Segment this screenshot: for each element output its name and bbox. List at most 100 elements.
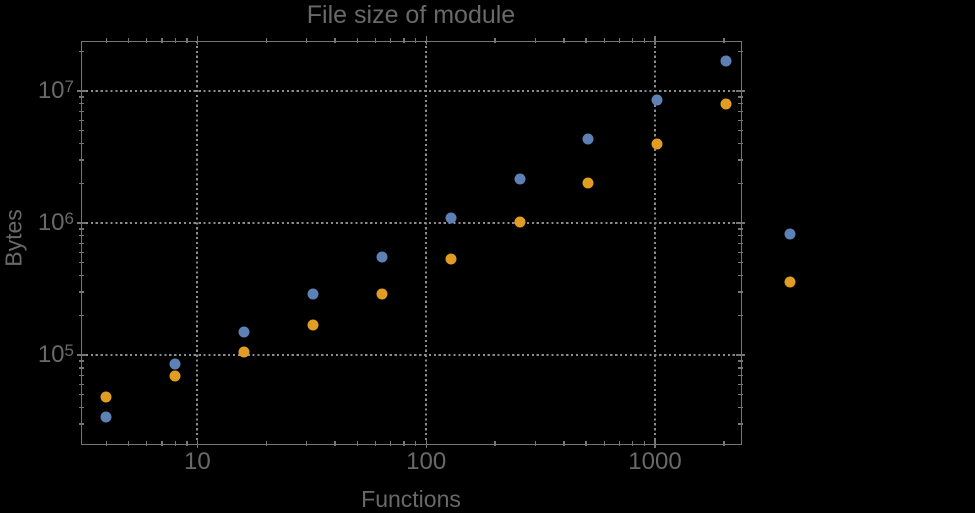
- data-point-orange-series: [582, 177, 594, 189]
- data-point-blue-series: [169, 358, 181, 370]
- y-tick-mark: [78, 251, 84, 253]
- y-tick-mark: [78, 274, 84, 277]
- x-tick-mark: [305, 38, 308, 44]
- x-tick-mark: [618, 440, 621, 446]
- x-tick-mark: [334, 440, 336, 446]
- x-tick-mark: [534, 38, 536, 44]
- y-tick-mark: [737, 274, 743, 277]
- y-tick-mark: [737, 96, 743, 98]
- x-tick-mark: [618, 38, 621, 44]
- y-tick-mark: [78, 96, 84, 98]
- data-point-orange-series: [784, 276, 796, 288]
- y-tick-mark: [737, 119, 743, 121]
- data-point-blue-series: [100, 411, 112, 423]
- x-tick-mark: [196, 438, 199, 448]
- x-tick-mark: [415, 440, 417, 446]
- y-tick-mark: [737, 394, 743, 396]
- data-point-blue-series: [238, 326, 250, 338]
- y-tick-mark: [737, 314, 743, 316]
- y-tick-mark: [78, 406, 84, 409]
- x-tick-mark: [603, 440, 605, 446]
- y-tick-mark: [78, 374, 84, 377]
- y-tick-mark: [737, 367, 743, 369]
- data-point-orange-series: [169, 370, 181, 381]
- y-tick-mark: [737, 130, 743, 132]
- x-tick-mark: [196, 36, 199, 46]
- y-tick-label: 105: [37, 341, 74, 369]
- data-point-blue-series: [784, 228, 796, 240]
- y-tick-mark: [737, 251, 743, 253]
- x-tick-mark: [105, 38, 107, 44]
- y-tick-mark: [78, 159, 84, 161]
- data-point-orange-series: [720, 98, 732, 110]
- data-point-blue-series: [582, 133, 594, 145]
- y-tick-mark: [737, 291, 743, 293]
- data-point-blue-series: [307, 288, 319, 300]
- x-tick-mark: [161, 38, 163, 44]
- x-tick-mark: [723, 440, 725, 446]
- x-tick-mark: [186, 38, 188, 44]
- data-point-blue-series: [376, 251, 388, 263]
- y-tick-mark: [78, 367, 84, 369]
- data-point-orange-series: [307, 319, 319, 331]
- y-tick-mark: [737, 423, 743, 425]
- x-tick-mark: [403, 440, 405, 446]
- y-tick-mark: [76, 354, 86, 356]
- data-point-orange-series: [445, 253, 457, 265]
- y-tick-mark: [78, 423, 84, 425]
- gridline-x-1000: [653, 40, 656, 444]
- y-tick-mark: [76, 90, 86, 92]
- y-tick-mark: [78, 262, 84, 264]
- x-tick-mark: [334, 38, 336, 44]
- x-tick-mark: [563, 38, 565, 44]
- x-tick-label: 100: [406, 448, 447, 475]
- x-tick-mark: [425, 36, 427, 46]
- x-tick-mark: [174, 38, 176, 44]
- gridline-y-10^6: [81, 222, 741, 225]
- x-tick-mark: [356, 440, 358, 446]
- x-tick-mark: [603, 38, 605, 44]
- data-point-orange-series: [376, 288, 388, 300]
- x-tick-mark: [563, 440, 565, 446]
- x-tick-mark: [654, 36, 656, 46]
- y-tick-mark: [737, 228, 743, 230]
- x-tick-mark: [390, 38, 392, 44]
- y-tick-mark: [78, 291, 84, 293]
- x-tick-mark: [643, 38, 646, 44]
- y-tick-mark: [78, 383, 84, 385]
- y-tick-mark: [78, 110, 84, 113]
- y-tick-mark: [78, 242, 84, 245]
- gridline-y-10^5: [81, 354, 741, 357]
- gridline-x-10: [196, 40, 199, 444]
- data-point-blue-series: [514, 173, 526, 185]
- gridline-y-10^7: [81, 89, 741, 92]
- y-axis-label: Bytes: [0, 209, 27, 267]
- x-tick-mark: [390, 440, 392, 446]
- data-point-blue-series: [720, 55, 732, 67]
- x-tick-label: 10: [184, 448, 211, 475]
- y-tick-mark: [78, 235, 84, 237]
- x-tick-mark: [425, 438, 427, 448]
- data-point-orange-series: [514, 216, 526, 228]
- y-tick-mark: [78, 394, 84, 396]
- x-tick-mark: [585, 440, 587, 446]
- data-point-blue-series: [445, 212, 457, 224]
- y-tick-mark: [78, 314, 84, 316]
- y-tick-mark: [78, 50, 84, 52]
- x-tick-mark: [265, 440, 267, 446]
- plot-frame: [81, 40, 743, 446]
- y-tick-mark: [737, 159, 743, 161]
- y-tick-exponent: 5: [64, 341, 74, 361]
- x-tick-mark: [374, 38, 377, 44]
- y-tick-mark: [78, 360, 84, 362]
- y-tick-label: 106: [37, 209, 74, 237]
- x-tick-mark: [305, 440, 308, 446]
- x-axis-label: Functions: [361, 486, 461, 512]
- y-tick-mark: [78, 119, 84, 121]
- x-tick-mark: [265, 38, 267, 44]
- x-tick-mark: [186, 440, 188, 446]
- x-tick-mark: [494, 440, 496, 446]
- y-tick-mark: [737, 360, 743, 362]
- y-tick-label: 107: [37, 76, 74, 104]
